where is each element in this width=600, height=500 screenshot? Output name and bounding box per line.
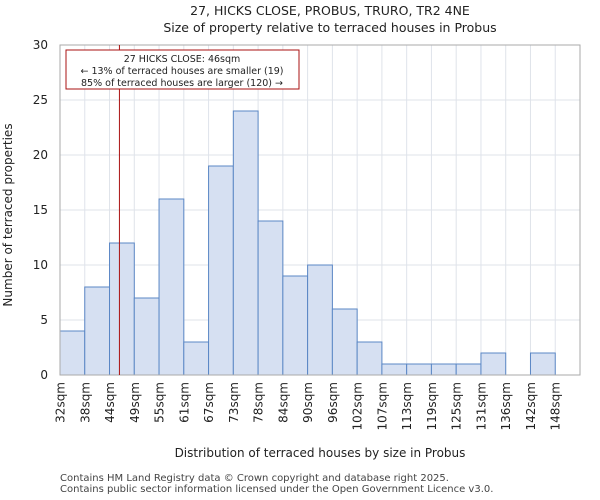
annotation-line: ← 13% of terraced houses are smaller (19…: [80, 66, 283, 77]
x-tick-label: 49sqm: [128, 382, 142, 423]
x-tick-label: 142sqm: [524, 382, 538, 430]
x-tick-label: 84sqm: [276, 382, 290, 423]
histogram-bar: [208, 165, 234, 376]
x-tick-label: 102sqm: [351, 382, 365, 430]
annotation-line: 85% of terraced houses are larger (120) …: [81, 78, 283, 89]
histogram-bar: [331, 308, 358, 376]
y-tick-label: 25: [33, 93, 48, 107]
x-tick-label: 32sqm: [54, 382, 68, 423]
x-tick-label: 107sqm: [375, 382, 389, 430]
histogram-bar: [307, 264, 333, 376]
x-tick-label: 136sqm: [499, 382, 513, 430]
histogram-bar: [406, 363, 432, 376]
y-axis-label: Number of terraced properties: [1, 123, 15, 306]
y-tick-label: 15: [33, 203, 48, 217]
x-tick-label: 73sqm: [227, 382, 241, 423]
annotation-box: [65, 49, 300, 90]
x-tick-label: 67sqm: [202, 382, 216, 423]
histogram-bar: [356, 341, 383, 376]
x-tick-label: 96sqm: [326, 382, 340, 423]
footer: Contains HM Land Registry data © Crown c…: [60, 473, 493, 495]
y-tick-label: 20: [33, 148, 48, 162]
histogram-bar: [232, 110, 259, 376]
annotation-line: 27 HICKS CLOSE: 46sqm: [124, 54, 241, 65]
marker-layer: 27 HICKS CLOSE: 46sqm← 13% of terraced h…: [65, 45, 300, 375]
histogram-bar: [529, 352, 556, 376]
histogram-bar: [158, 198, 185, 376]
histogram-bar: [480, 352, 507, 376]
histogram-bar: [109, 242, 135, 376]
y-tick-label: 30: [33, 38, 48, 52]
y-ticks-layer: 0 5 10 15 20 25 30: [33, 38, 48, 382]
x-ticks-layer: 32sqm 38sqm 44sqm 49sqm 55sqm 61sqm 67sqm 73sqm…: [54, 382, 563, 430]
x-tick-label: 113sqm: [400, 382, 414, 430]
x-tick-label: 55sqm: [153, 382, 167, 423]
x-tick-label: 44sqm: [103, 382, 117, 423]
histogram-bar: [133, 297, 160, 376]
histogram-chart: 27, HICKS CLOSE, PROBUS, TRURO, TR2 4NE …: [1, 3, 581, 460]
y-tick-label: 0: [40, 368, 48, 382]
x-axis-label: Distribution of terraced houses by size …: [175, 446, 466, 460]
chart-title: 27, HICKS CLOSE, PROBUS, TRURO, TR2 4NE: [190, 3, 470, 18]
histogram-bar: [455, 363, 482, 376]
x-tick-label: 119sqm: [425, 382, 439, 430]
x-tick-label: 125sqm: [450, 382, 464, 430]
x-tick-label: 78sqm: [252, 382, 266, 423]
chart-subtitle: Size of property relative to terraced ho…: [163, 20, 496, 35]
x-tick-label: 148sqm: [549, 382, 563, 430]
footer-line-1: Contains HM Land Registry data © Crown c…: [60, 473, 449, 484]
plot-frame: [59, 44, 581, 376]
x-tick-label: 90sqm: [301, 382, 315, 423]
x-tick-label: 131sqm: [474, 382, 488, 430]
histogram-bar: [257, 220, 284, 376]
y-tick-label: 10: [33, 258, 48, 272]
y-tick-label: 5: [40, 313, 48, 327]
histogram-bar: [381, 363, 408, 376]
histogram-bar: [430, 363, 457, 376]
histogram-bar: [84, 286, 111, 376]
footer-line-2: Contains public sector information licen…: [60, 484, 494, 495]
x-tick-label: 38sqm: [78, 382, 92, 423]
histogram-bar: [59, 330, 86, 376]
histogram-bar: [282, 275, 309, 376]
histogram-bar: [183, 341, 210, 376]
x-tick-label: 61sqm: [177, 382, 191, 423]
